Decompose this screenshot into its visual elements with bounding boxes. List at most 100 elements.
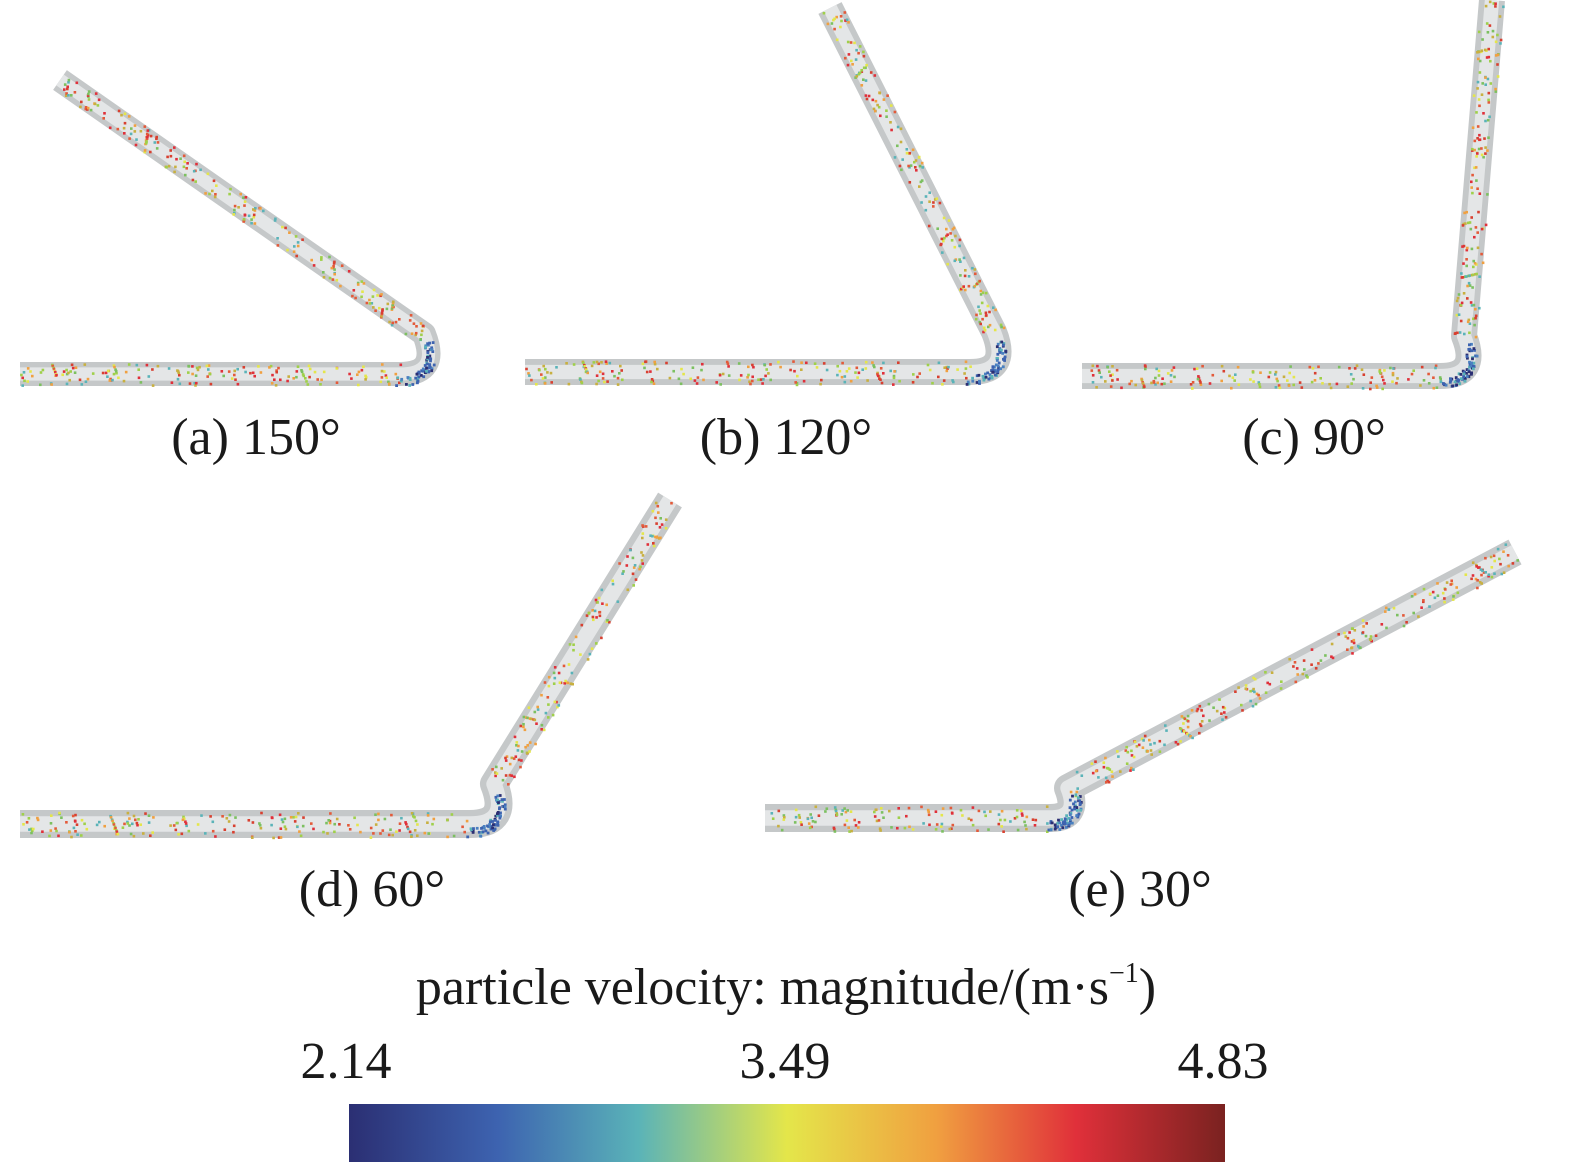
particle [943, 366, 946, 369]
particle [800, 368, 803, 371]
particle [348, 828, 352, 831]
particle-slow [494, 814, 498, 818]
particle [962, 285, 965, 288]
particle [270, 823, 273, 827]
particle-slow [1069, 820, 1072, 824]
particle [880, 811, 884, 814]
particle [1253, 677, 1257, 681]
particle [937, 375, 940, 379]
particle [62, 370, 66, 373]
particle [857, 821, 861, 824]
particle [809, 813, 812, 816]
particle [1496, 33, 1499, 37]
particle [1220, 379, 1223, 383]
particle [572, 363, 576, 366]
particle [950, 827, 953, 830]
particle [721, 372, 725, 376]
particle [585, 368, 588, 371]
particle [977, 305, 980, 309]
particle [1451, 598, 1455, 601]
particle [849, 41, 853, 44]
particle [26, 367, 30, 370]
particle-slow [1003, 355, 1007, 359]
particle [897, 361, 900, 364]
particle [1468, 331, 1471, 335]
particle [380, 311, 384, 315]
particle [329, 812, 332, 815]
particle [1019, 809, 1023, 812]
particle [1471, 286, 1474, 289]
particle [1502, 5, 1505, 9]
particle [922, 822, 925, 825]
particle [1476, 80, 1480, 84]
particle [973, 268, 977, 271]
particle [79, 105, 82, 109]
particle [86, 377, 90, 381]
particle [176, 377, 180, 381]
particle [495, 765, 498, 769]
particle [117, 109, 121, 113]
particle [1352, 641, 1356, 645]
particle-slow [1472, 365, 1476, 368]
particle [74, 820, 77, 823]
particle [1199, 724, 1203, 728]
particle [1499, 38, 1503, 42]
particle [1126, 750, 1130, 754]
particle [1374, 634, 1378, 637]
particle [862, 78, 865, 81]
particle [1476, 187, 1479, 190]
particle [1488, 24, 1492, 27]
particle [1499, 42, 1502, 45]
particle [1111, 379, 1114, 382]
particle-slow [1001, 365, 1005, 369]
particle [220, 370, 224, 373]
particle [601, 602, 604, 605]
particle [517, 744, 520, 748]
particle [1477, 57, 1480, 61]
particle [1091, 374, 1095, 377]
particle [645, 370, 649, 374]
particle [555, 366, 558, 369]
particle [1296, 673, 1299, 676]
particle [1317, 662, 1320, 665]
particle [275, 370, 278, 374]
particle [600, 636, 603, 640]
particle [841, 361, 844, 365]
particle [1195, 709, 1199, 713]
particle [390, 813, 393, 817]
particle-slow [488, 820, 492, 824]
particle [1470, 577, 1473, 581]
particle [1476, 231, 1479, 234]
particle [851, 63, 854, 66]
particle [115, 371, 118, 375]
particle [1169, 380, 1173, 383]
particle [552, 671, 556, 675]
particle [1105, 781, 1108, 784]
particle [413, 829, 417, 832]
particle-slow [493, 823, 497, 827]
particle [792, 360, 795, 363]
particle [911, 148, 915, 152]
particle-slow [405, 383, 408, 386]
particle [1487, 47, 1490, 51]
particle [1462, 222, 1465, 226]
particle [858, 45, 862, 48]
particle [533, 710, 537, 714]
particle [1473, 139, 1477, 143]
particle [814, 805, 818, 809]
particle [951, 823, 955, 827]
particle [739, 374, 743, 377]
particle [364, 374, 367, 378]
particle-slow [1078, 795, 1082, 798]
particle-slow [1459, 377, 1463, 380]
particle [1132, 755, 1136, 759]
colorbar-title: particle velocity: magnitude/(m·s−1) [416, 960, 1156, 1014]
particle [151, 368, 154, 371]
particle [565, 362, 568, 365]
particle [335, 817, 339, 821]
particle [558, 681, 562, 684]
particle [843, 807, 846, 810]
particle [1016, 828, 1020, 832]
particle [368, 302, 372, 305]
particle [1076, 787, 1079, 790]
